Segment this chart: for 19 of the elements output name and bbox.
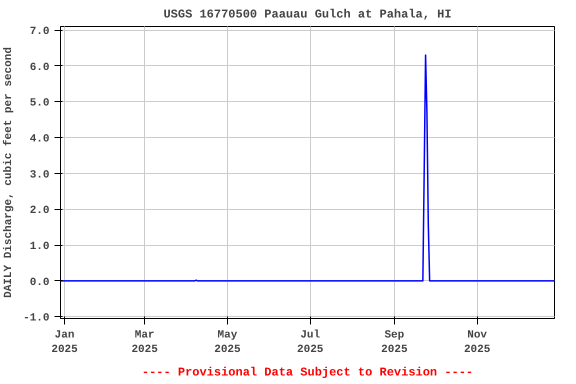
- y-tick-label: 5.0: [30, 98, 50, 110]
- y-tick-label: 4.0: [30, 134, 50, 146]
- x-tick-label: Nov 2025: [464, 330, 491, 356]
- x-tick-label: Sep 2025: [381, 330, 408, 356]
- y-tick-label: 7.0: [30, 26, 50, 38]
- line-series: [60, 54, 554, 282]
- x-tick-label: Jan 2025: [51, 330, 78, 356]
- y-tick-label: 6.0: [30, 62, 50, 74]
- x-tick-label: Mar 2025: [131, 330, 158, 356]
- y-tick-label: 2.0: [30, 205, 50, 218]
- x-tick-label: May 2025: [214, 330, 242, 356]
- y-tick-label: 3.0: [30, 169, 50, 182]
- x-tick-label: Jul 2025: [297, 330, 324, 356]
- text: ---- Provisional Data Subject to Revision ----: [142, 366, 474, 380]
- y-tick-label: 1.0: [30, 241, 50, 254]
- y-axis-title: DAILY Discharge, cubic feet per second: [2, 47, 16, 298]
- chart-title: USGS 16770500 Paauau Gulch at Pahala, HI: [163, 8, 452, 22]
- y-tick-label: -1.0: [23, 312, 50, 325]
- y-tick-label: 0.0: [30, 276, 50, 289]
